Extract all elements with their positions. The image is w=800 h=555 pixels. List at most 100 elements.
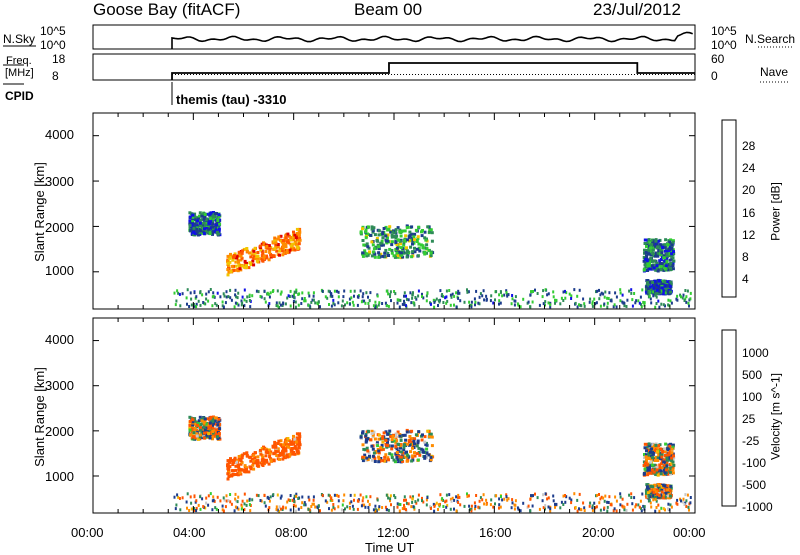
- velocity-cell-ground: [478, 499, 481, 503]
- velocity-cell-patch-b: [226, 459, 230, 463]
- velocity-cell-patch-d: [648, 468, 652, 472]
- power-cell-patch-b: [284, 234, 288, 238]
- velocity-cell-patch-b: [262, 458, 266, 462]
- velocity-cell-patch-d: [656, 473, 660, 477]
- velocity-cell-patch-c: [396, 442, 400, 446]
- power-cell-ground: [647, 290, 650, 294]
- velocity-cell-patch-c: [394, 432, 398, 436]
- velocity-cell-ground: [197, 503, 200, 507]
- power-cell-patch-e: [646, 279, 650, 282]
- power-cell-ground: [547, 292, 550, 296]
- velocity-cell-patch-c: [384, 453, 388, 457]
- velocity-cell-ground: [449, 507, 452, 511]
- velocity-cell-patch-e: [661, 483, 665, 487]
- velocity-cell-ground: [264, 504, 267, 508]
- power-cell-patch-d: [653, 254, 657, 258]
- velocity-cell-patch-b: [278, 457, 281, 461]
- velocity-cell-ground: [310, 505, 313, 508]
- velocity-cell-ground: [595, 505, 598, 509]
- velocity-cell-patch-c: [397, 454, 401, 458]
- power-cell-patch-c: [416, 235, 420, 239]
- power-cell-patch-b: [292, 242, 296, 246]
- velocity-cell-ground: [506, 498, 509, 502]
- power-cell-ground: [598, 297, 601, 301]
- power-cell-patch-d: [646, 241, 650, 244]
- power-cell-ground: [381, 302, 384, 305]
- power-cell-patch-c: [430, 231, 434, 235]
- velocity-cell-ground: [662, 507, 665, 511]
- power-cell-patch-a: [205, 212, 209, 216]
- velocity-cell-patch-a: [191, 423, 195, 427]
- power-cell-patch-c: [381, 254, 385, 258]
- velocity-cell-patch-c: [398, 434, 402, 438]
- power-cell-patch-c: [386, 233, 390, 237]
- power-cell-ground: [559, 302, 562, 306]
- velocity-cell-patch-b: [281, 457, 285, 461]
- velocity-cell-patch-d: [660, 455, 664, 459]
- velocity-cell-ground: [652, 494, 655, 498]
- velocity-ytick-2000: 2000: [45, 424, 74, 439]
- velocity-cell-patch-b: [235, 460, 238, 464]
- velocity-cell-ground: [522, 501, 525, 505]
- power-cell-ground: [495, 290, 498, 294]
- power-cell-patch-a: [211, 228, 215, 232]
- velocity-cell-ground: [312, 495, 315, 499]
- power-cell-ground: [396, 301, 399, 305]
- time-tick-5: 20:00: [582, 525, 615, 540]
- velocity-cell-ground: [353, 498, 355, 502]
- velocity-cell-ground: [485, 502, 488, 506]
- power-cell-ground: [599, 293, 602, 297]
- power-cell-patch-c: [366, 233, 370, 236]
- power-cell-patch-d: [663, 245, 667, 249]
- velocity-cell-patch-c: [421, 433, 424, 437]
- velocity-cell-patch-c: [361, 443, 365, 447]
- power-cell-patch-c: [375, 236, 379, 240]
- power-cell-ground: [257, 290, 260, 294]
- velocity-cell-patch-b: [240, 468, 244, 472]
- velocity-cell-ground: [337, 499, 340, 503]
- velocity-cell-patch-b: [260, 463, 264, 466]
- power-cell-patch-d: [645, 245, 648, 248]
- power-cell-patch-c: [376, 239, 380, 243]
- power-cell-patch-c: [394, 236, 398, 240]
- velocity-cell-patch-b: [286, 437, 290, 440]
- velocity-cell-ground: [312, 498, 315, 502]
- power-cell-ground: [514, 295, 517, 299]
- velocity-cell-ground: [641, 492, 644, 496]
- power-cell-ground: [387, 292, 390, 296]
- power-cell-ground: [425, 294, 428, 298]
- power-cell-patch-e: [658, 284, 662, 288]
- velocity-cell-ground: [272, 493, 275, 497]
- velocity-cell-patch-b: [284, 440, 288, 444]
- power-cell-patch-c: [388, 247, 392, 251]
- power-cell-ground: [664, 291, 667, 295]
- velocity-cell-ground: [621, 504, 624, 508]
- power-cell-patch-b: [278, 249, 282, 253]
- power-cell-patch-c: [396, 238, 400, 242]
- power-cell-patch-c: [429, 254, 433, 258]
- power-cell-patch-b: [255, 255, 259, 258]
- power-cell-patch-a: [208, 225, 212, 229]
- velocity-cell-ground: [293, 500, 296, 503]
- power-cell-patch-b: [226, 268, 230, 271]
- velocity-cell-patch-b: [276, 449, 280, 453]
- power-cell-patch-e: [665, 290, 669, 294]
- velocity-cell-patch-c: [370, 444, 374, 448]
- power-cell-ground: [311, 298, 314, 302]
- power-cell-patch-d: [668, 252, 672, 256]
- velocity-cell-patch-d: [655, 457, 658, 460]
- power-cell-patch-d: [650, 243, 654, 247]
- velocity-cell-patch-d: [646, 466, 649, 470]
- velocity-cell-patch-c: [416, 441, 420, 445]
- velocity-cell-ground: [455, 495, 458, 499]
- power-cell-ground: [604, 290, 607, 294]
- velocity-cell-patch-d: [665, 453, 669, 457]
- vel-cbar-tick-100: 100: [742, 390, 763, 404]
- power-cell-patch-c: [362, 243, 366, 247]
- velocity-cell-patch-b: [240, 461, 244, 465]
- power-cell-ground: [606, 301, 609, 305]
- velocity-cell-ground: [255, 493, 258, 497]
- velocity-cell-ground: [295, 494, 298, 498]
- power-cell-patch-d: [671, 267, 675, 271]
- velocity-cell-ground: [356, 507, 359, 511]
